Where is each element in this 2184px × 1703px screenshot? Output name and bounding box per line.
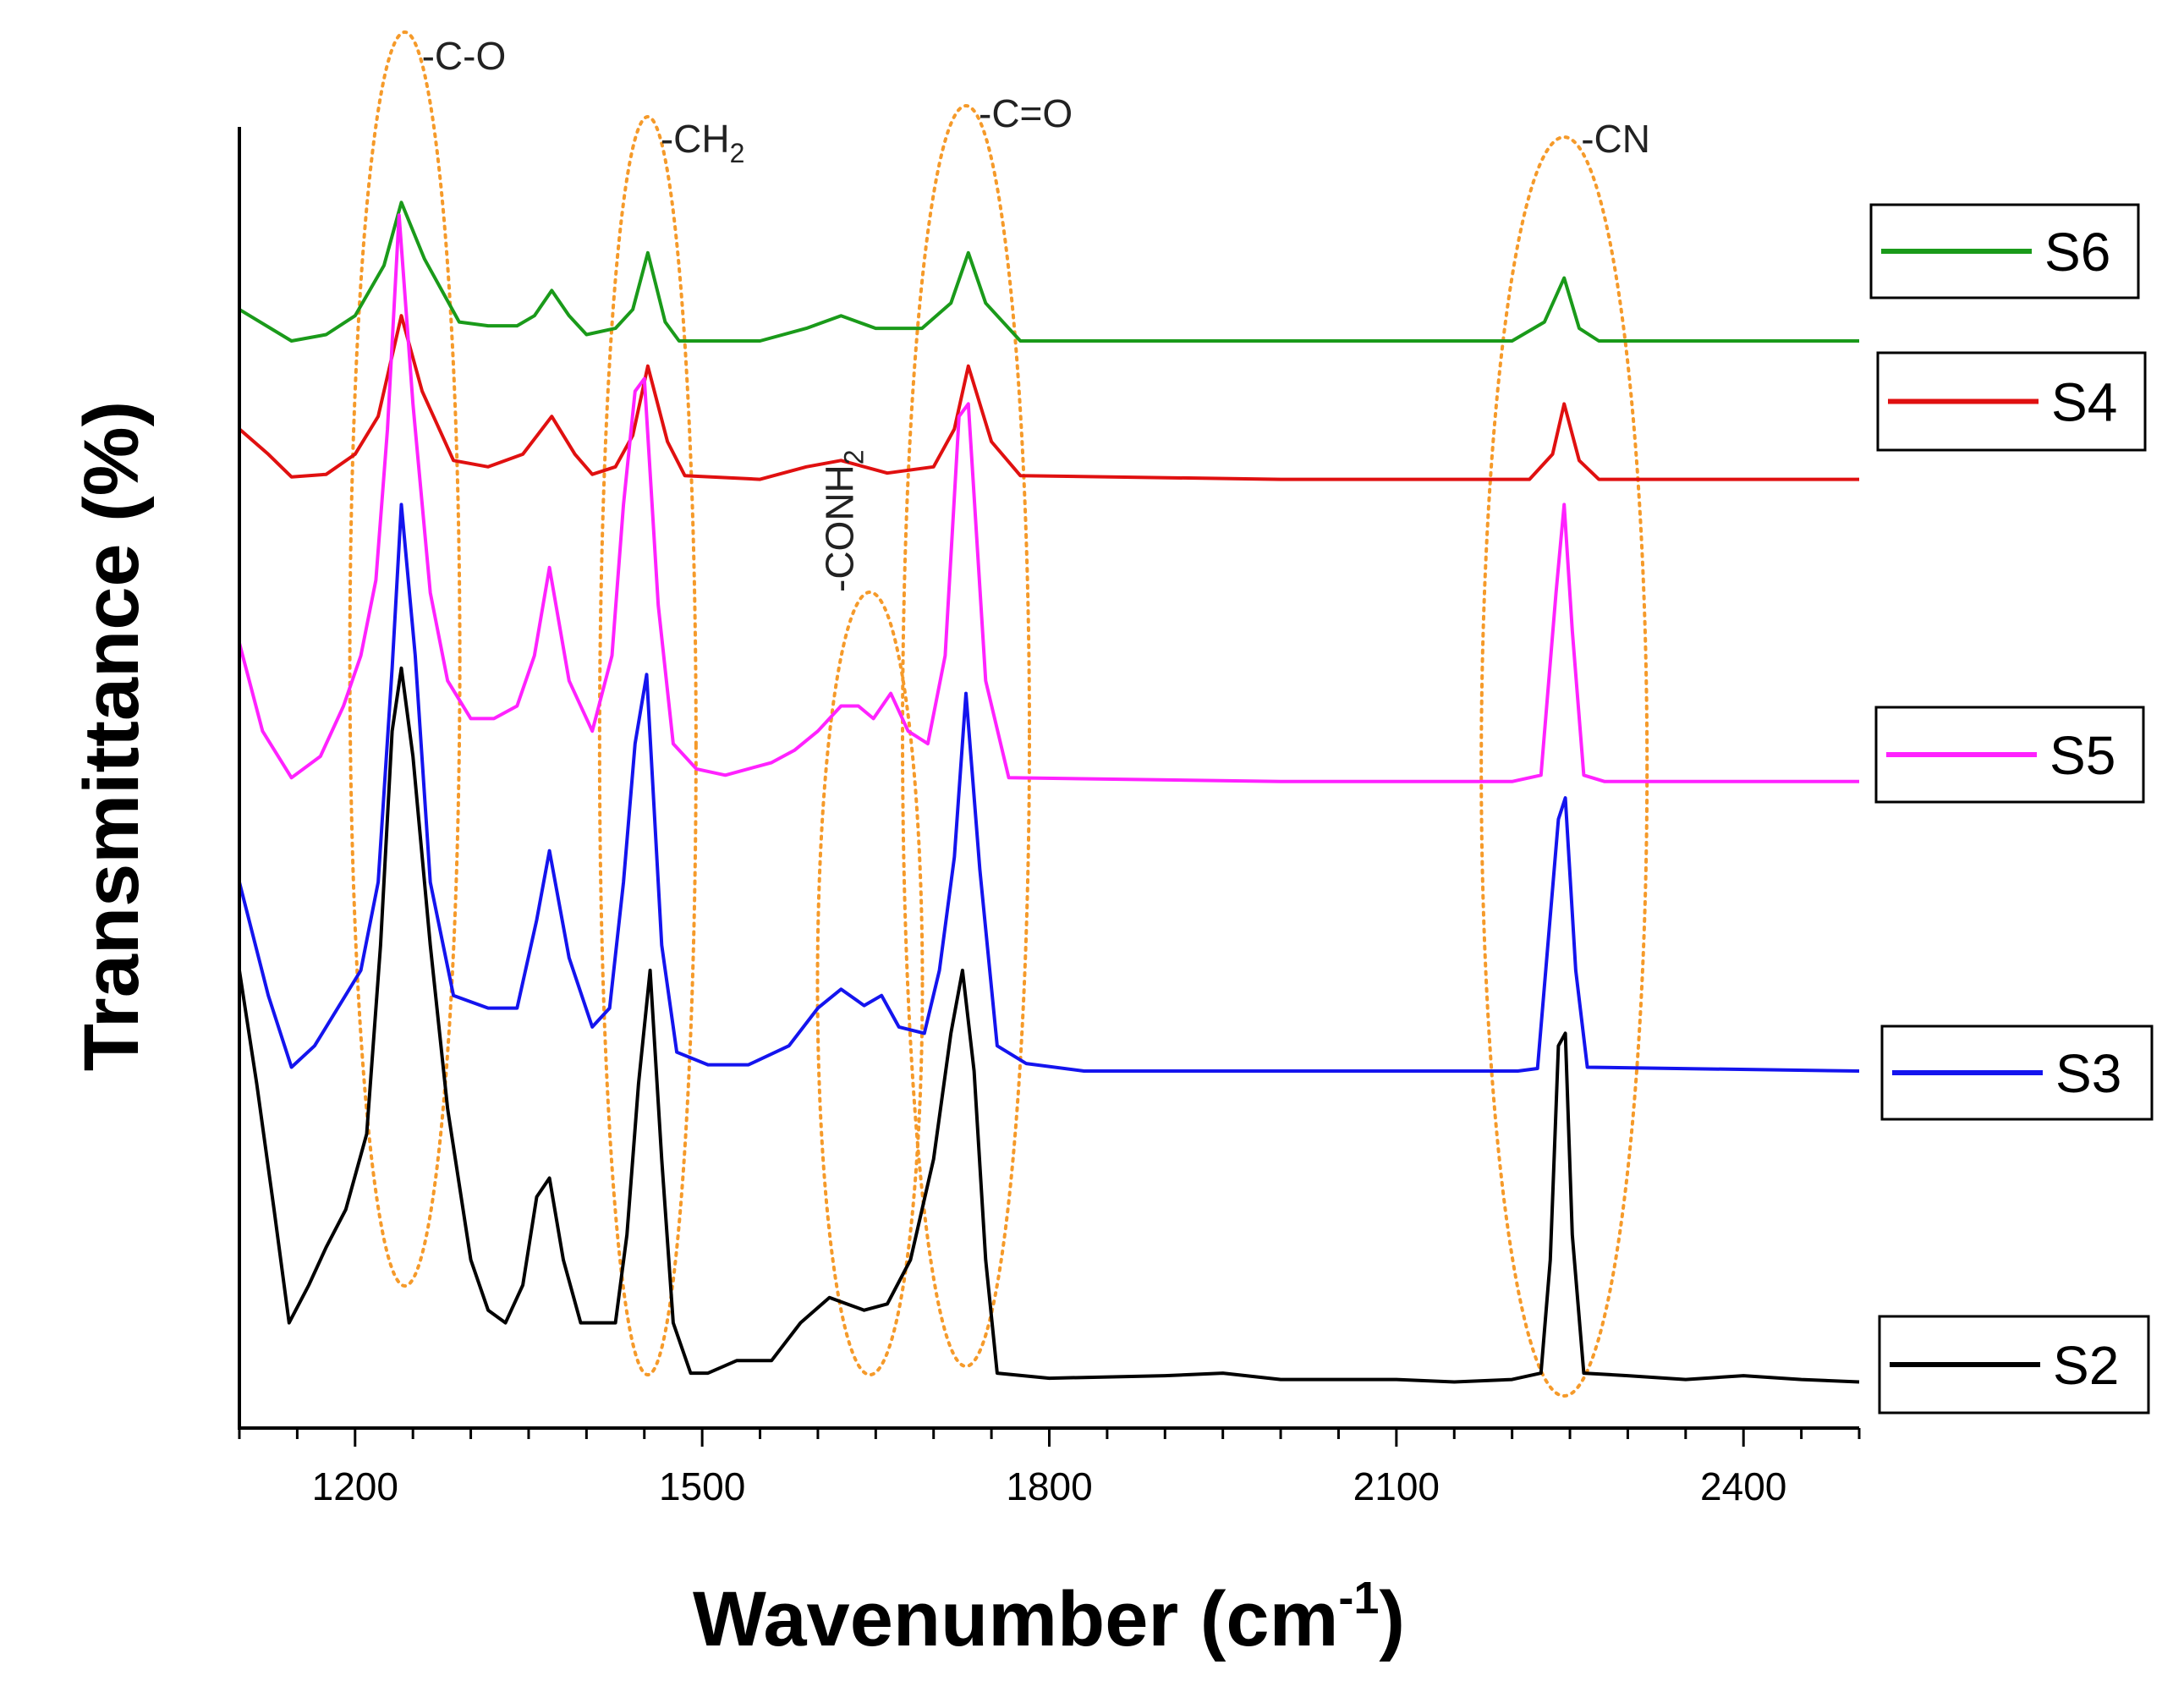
annotation-subscript: 2: [730, 138, 745, 168]
peak-ellipse: [348, 30, 462, 1288]
peak-highlight-ellipses: [348, 30, 1649, 1398]
x-axis-title-main: Wavenumber (cm: [693, 1576, 1338, 1662]
x-tick-label: 2100: [1353, 1464, 1440, 1508]
legend-item-s2: S2: [1878, 1315, 2150, 1415]
series-line-s5: [238, 213, 1859, 783]
legend-item-s6: S6: [1869, 203, 2140, 299]
peak-ellipse: [901, 104, 1032, 1368]
annotation-label: -CH2: [661, 117, 745, 168]
series-line-s6: [238, 201, 1859, 343]
peak-ellipse: [1479, 135, 1649, 1398]
annotation-label: -CONH2: [817, 449, 869, 592]
annotation-subscript: 2: [838, 449, 869, 464]
x-axis-title: Wavenumber (cm-1): [693, 1573, 1405, 1662]
annotation-text: -C=O: [979, 91, 1073, 135]
series-line-s4: [238, 314, 1859, 481]
y-axis-title: Transmittance (%): [69, 401, 155, 1071]
annotation-text: -CN: [1581, 117, 1650, 161]
legend-label: S5: [2050, 725, 2115, 786]
series-line-s3: [238, 503, 1860, 1073]
peak-annotations: -C-O-CH2-CONH2-C=O-CN: [422, 34, 1650, 592]
legend-label: S4: [2051, 372, 2117, 433]
legend: S6 S4 S5 S3 S2: [1869, 203, 2154, 1415]
legend-item-s5: S5: [1874, 706, 2145, 804]
annotation-label: -CN: [1581, 117, 1650, 161]
series-lines: [238, 201, 1860, 1384]
annotation-text: -C-O: [422, 34, 507, 78]
peak-ellipse: [597, 115, 698, 1376]
series-line-s2: [238, 666, 1860, 1384]
legend-item-s4: S4: [1876, 351, 2147, 452]
x-tick-label: 1500: [659, 1464, 745, 1508]
legend-item-s3: S3: [1880, 1025, 2154, 1121]
x-axis-title-close: ): [1379, 1576, 1405, 1662]
annotation-label: -C=O: [979, 91, 1073, 135]
annotation-text: -CONH: [817, 464, 861, 592]
x-axis-title-sup: -1: [1338, 1573, 1379, 1623]
x-tick-label: 1200: [312, 1464, 398, 1508]
peak-ellipse: [815, 591, 925, 1376]
annotation-text: -CH: [661, 117, 730, 161]
x-tick-label: 1800: [1006, 1464, 1092, 1508]
legend-label: S3: [2055, 1043, 2121, 1104]
x-tick-label: 2400: [1700, 1464, 1786, 1508]
annotation-label: -C-O: [422, 34, 507, 78]
legend-label: S6: [2044, 222, 2110, 283]
legend-label: S2: [2053, 1335, 2119, 1396]
x-ticks: 1200 1500 1800 2100 2400: [238, 1428, 1861, 1508]
